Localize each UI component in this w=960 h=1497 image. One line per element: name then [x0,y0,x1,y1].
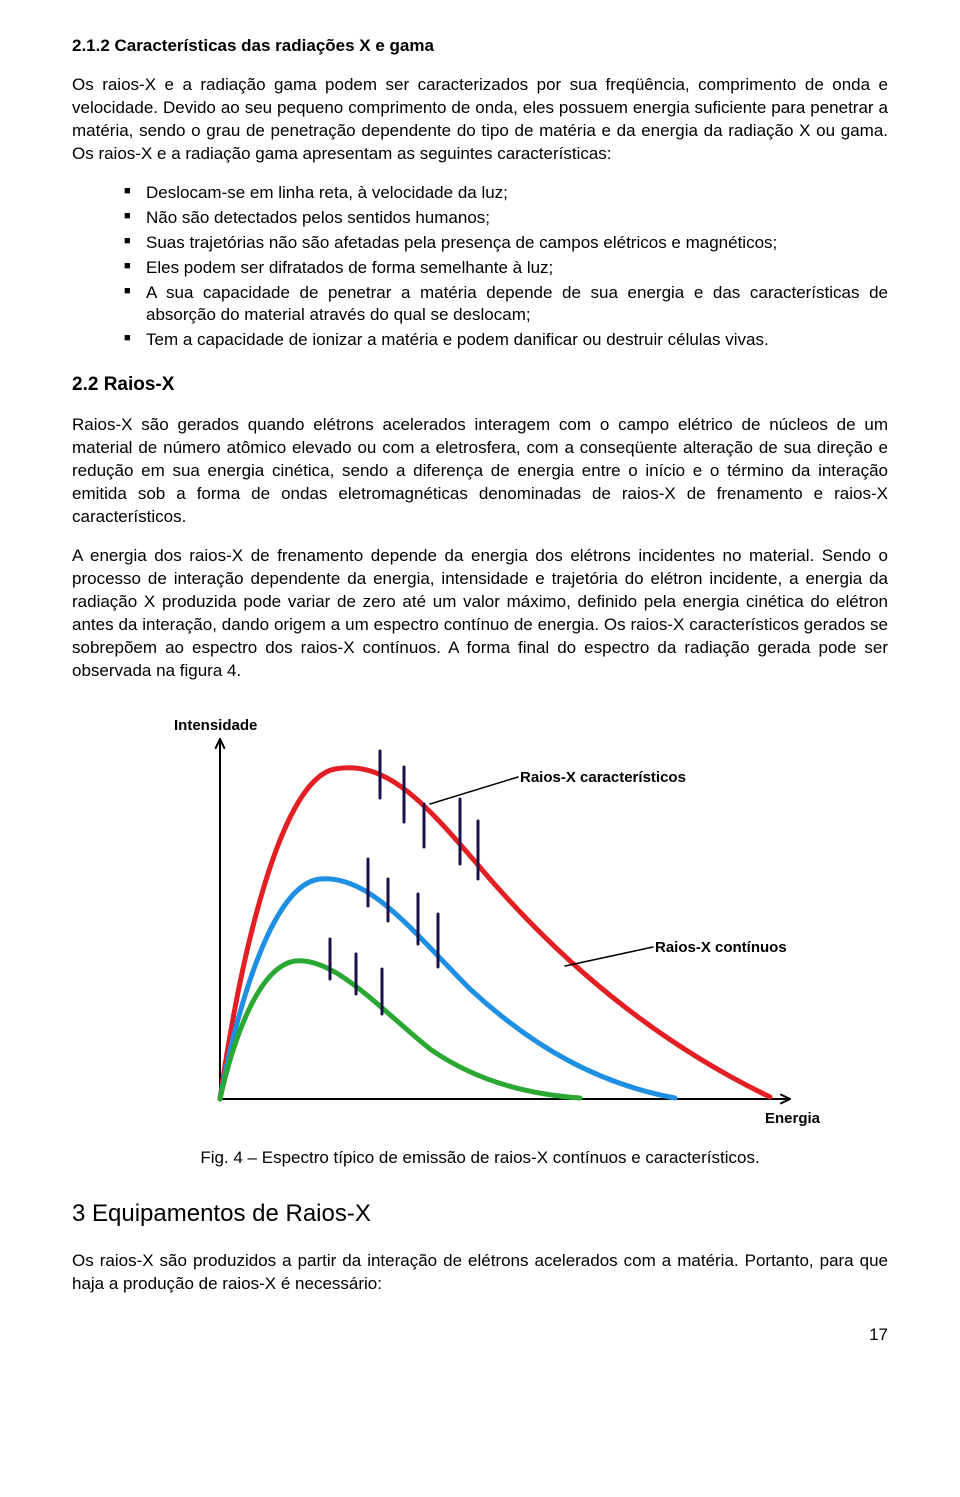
list-item: Suas trajetórias não são afetadas pela p… [124,232,888,255]
y-axis-label: Intensidade [174,717,257,734]
para-2-2-b: A energia dos raios-X de frenamento depe… [72,545,888,683]
bullet-list-2-1-2: Deslocam-se em linha reta, à velocidade … [72,182,888,353]
para-2-2-a: Raios-X são gerados quando elétrons acel… [72,414,888,529]
annotation-continuous: Raios-X contínuos [655,939,787,956]
spectrum-svg [130,699,830,1139]
heading-2-2: 2.2 Raios-X [72,374,888,396]
document-page: 2.1.2 Características das radiações X e … [0,0,960,1385]
list-item: Eles podem ser difratados de forma semel… [124,257,888,280]
page-number: 17 [72,1325,888,1345]
x-axis-label: Energia [765,1110,820,1127]
annotation-characteristic: Raios-X característicos [520,769,686,786]
para-3-intro: Os raios-X são produzidos a partir da in… [72,1250,888,1296]
figure-4-spectrum: Intensidade Energia Raios-X característi… [130,699,830,1139]
heading-2-1-2: 2.1.2 Características das radiações X e … [72,36,888,56]
para-2-1-2-intro: Os raios-X e a radiação gama podem ser c… [72,74,888,166]
figure-4-caption: Fig. 4 – Espectro típico de emissão de r… [72,1147,888,1170]
list-item: A sua capacidade de penetrar a matéria d… [124,282,888,328]
list-item: Não são detectados pelos sentidos humano… [124,207,888,230]
list-item: Deslocam-se em linha reta, à velocidade … [124,182,888,205]
list-item: Tem a capacidade de ionizar a matéria e … [124,329,888,352]
heading-3: 3 Equipamentos de Raios-X [72,1200,888,1228]
